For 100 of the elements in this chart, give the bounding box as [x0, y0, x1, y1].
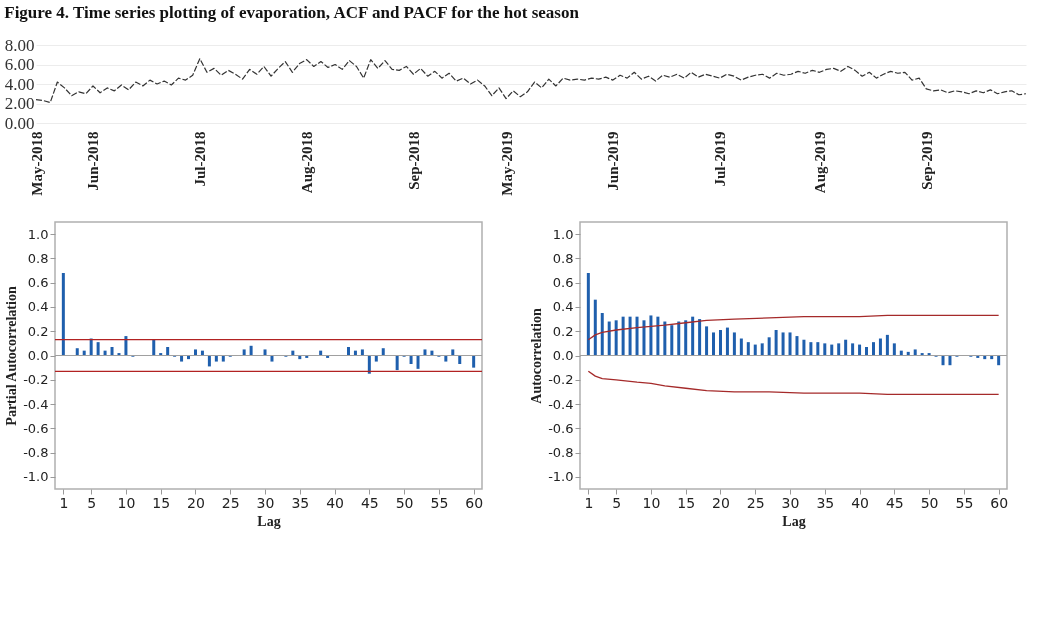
- y-tick-label: 1.0: [552, 226, 574, 242]
- bar: [621, 316, 625, 356]
- bar: [753, 344, 757, 356]
- x-tick-label: 15: [152, 494, 171, 511]
- x-tick-label: 15: [677, 494, 696, 511]
- bar: [760, 343, 764, 356]
- y-tick-label: -0.6: [23, 420, 49, 436]
- x-tick-label: 60: [990, 494, 1009, 511]
- bar: [837, 343, 841, 356]
- bar: [767, 337, 771, 356]
- bar: [948, 355, 952, 366]
- y-tick-label: 0.8: [27, 250, 49, 266]
- bar: [472, 355, 476, 368]
- x-tick-label: 5: [612, 494, 622, 511]
- bar: [677, 321, 681, 356]
- bar: [607, 321, 611, 356]
- y-tick-label: -0.6: [548, 420, 574, 436]
- bar: [207, 355, 211, 367]
- x-tick-label: 30: [781, 494, 800, 511]
- y-tick-label: 4.00: [4, 74, 35, 94]
- x-tick-label: Aug-2018: [299, 131, 316, 194]
- x-tick-label: Aug-2019: [811, 131, 828, 194]
- bar: [656, 316, 660, 356]
- x-tick-label: Sep-2019: [918, 131, 935, 190]
- y-tick-label: -0.4: [23, 396, 49, 412]
- bar: [649, 315, 653, 356]
- x-tick-label: 10: [642, 494, 661, 511]
- y-tick-label: -0.4: [548, 396, 574, 412]
- x-tick-label: 1: [584, 494, 594, 511]
- x-tick-label: Jul-2018: [192, 131, 209, 187]
- line-series: [587, 314, 1000, 341]
- x-tick-label: 50: [920, 494, 939, 511]
- bar: [941, 355, 945, 366]
- x-tick-label: May-2018: [28, 131, 45, 196]
- bar: [593, 299, 597, 356]
- bar: [795, 336, 799, 356]
- bar: [586, 272, 590, 356]
- bar: [997, 355, 1001, 366]
- y-tick-label: 0.00: [4, 113, 35, 133]
- bar: [732, 332, 736, 356]
- bar: [823, 343, 827, 356]
- x-tick-label: 35: [816, 494, 835, 511]
- bar: [628, 316, 632, 356]
- bar: [885, 334, 889, 356]
- y-tick-label: 8.00: [4, 35, 35, 55]
- bar: [858, 344, 862, 356]
- bar: [635, 316, 639, 356]
- y-tick-label: -1.0: [23, 469, 49, 485]
- bar: [809, 342, 813, 356]
- bar: [670, 325, 674, 356]
- bar: [774, 330, 778, 356]
- bar: [816, 342, 820, 356]
- x-tick-label: 20: [187, 494, 205, 511]
- x-tick-label: 55: [955, 494, 974, 511]
- bar: [851, 343, 855, 356]
- x-tick-label: 40: [851, 494, 869, 511]
- line-series: [587, 370, 1000, 395]
- x-tick-label: Jul-2019: [712, 131, 729, 187]
- y-tick-label: 0.0: [27, 348, 49, 363]
- y-tick-label: 0.4: [552, 299, 574, 315]
- bar: [830, 344, 834, 356]
- x-tick-label: 25: [746, 494, 765, 511]
- y-axis-title: Partial Autocorrelation: [4, 286, 20, 426]
- bar: [788, 332, 792, 356]
- y-tick-label: 0.8: [552, 250, 574, 266]
- bar: [684, 320, 688, 356]
- bar: [844, 339, 848, 356]
- x-axis-title: Lag: [257, 513, 281, 529]
- x-tick-label: Jun-2019: [605, 131, 622, 191]
- line-series: [35, 58, 1027, 104]
- y-tick-label: -0.8: [548, 445, 574, 461]
- bar: [691, 316, 695, 356]
- bar: [739, 338, 743, 356]
- bar: [871, 342, 875, 356]
- bar: [249, 345, 253, 356]
- x-tick-label: 35: [291, 494, 310, 511]
- y-tick-label: 2.00: [4, 94, 35, 113]
- bar: [614, 320, 618, 356]
- x-axis-title: Lag: [782, 513, 806, 529]
- bar: [642, 320, 646, 356]
- x-tick-label: 50: [395, 494, 414, 511]
- y-axis-title: Autocorrelation: [529, 308, 545, 404]
- bar: [152, 339, 156, 356]
- bar: [718, 330, 722, 356]
- bar: [416, 355, 420, 369]
- x-tick-label: 30: [256, 494, 275, 511]
- y-tick-label: 0.4: [27, 299, 49, 315]
- y-tick-label: 0.6: [27, 275, 49, 291]
- y-tick-label: 0.2: [27, 323, 49, 339]
- bar: [663, 321, 667, 356]
- bar: [712, 332, 716, 356]
- chart-title: Figure 4. Time series plotting of evaporation, ACF and PACF for the hot season: [4, 3, 580, 22]
- bar: [600, 313, 604, 356]
- x-tick-label: 40: [326, 494, 344, 511]
- x-tick-label: 55: [430, 494, 449, 511]
- y-tick-label: -0.2: [23, 372, 49, 388]
- bar: [892, 343, 896, 356]
- x-tick-label: 1: [59, 494, 69, 511]
- x-tick-label: 25: [221, 494, 240, 511]
- bar: [802, 339, 806, 356]
